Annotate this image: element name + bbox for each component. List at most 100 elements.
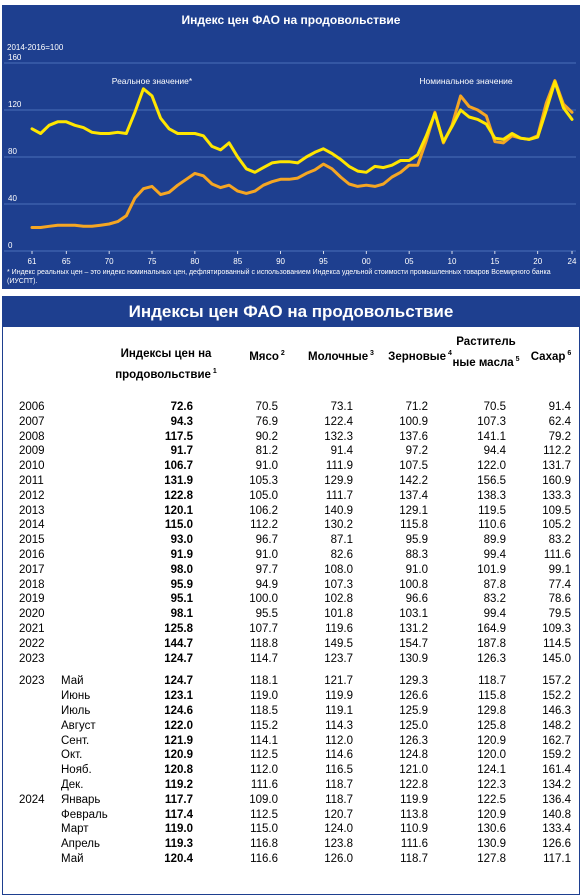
value-cell: 119.9	[325, 690, 353, 703]
value-cell: 91.4	[330, 445, 353, 458]
value-cell: 95.1	[170, 593, 193, 606]
footnote-marker: 3	[368, 350, 374, 357]
table-row: Июль 124.6 118.5 119.1 125.9 129.8 146.3	[3, 704, 579, 718]
value-cell: 134.2	[542, 779, 571, 791]
x-tick-label: 24	[568, 257, 577, 266]
x-tick-label: 10	[448, 257, 457, 266]
year-cell: 2020	[19, 608, 45, 621]
value-cell: 91.0	[405, 563, 428, 576]
series-line-real	[30, 80, 574, 174]
value-cell: 98.0	[170, 563, 193, 576]
value-cell: 111.6	[250, 779, 278, 791]
table-row: 2021 125.8 107.7 119.6 131.2 164.9 109.3	[3, 622, 579, 636]
table-row: 2017 98.0 97.7 108.0 91.0 101.9 99.1	[3, 563, 579, 577]
value-cell: 115.0	[164, 519, 193, 532]
value-cell: 97.7	[255, 563, 278, 576]
value-cell: 91.9	[170, 549, 193, 561]
value-cell: 131.2	[399, 623, 428, 635]
value-cell: 111.6	[400, 838, 428, 851]
value-cell: 114.7	[250, 652, 278, 665]
value-cell: 117.1	[543, 853, 571, 865]
value-cell: 124.6	[164, 705, 193, 717]
value-cell: 115.0	[250, 823, 278, 836]
value-cell: 119.2	[164, 779, 193, 791]
column-header: Молочные 3	[299, 345, 383, 366]
column-header: Мясо 2	[241, 345, 293, 366]
value-cell: 148.2	[542, 719, 571, 732]
table-row: Окт. 120.9 112.5 114.6 124.8 120.0 159.2	[3, 748, 579, 762]
value-cell: 110.9	[400, 823, 428, 836]
x-tick-label: 05	[405, 257, 414, 266]
column-header-label: Молочные	[308, 350, 369, 363]
value-cell: 118.8	[250, 637, 278, 650]
y-tick-label: 80	[8, 147, 17, 156]
value-cell: 103.1	[399, 608, 428, 621]
value-cell: 114.5	[543, 637, 571, 650]
value-cell: 133.3	[542, 489, 571, 502]
year-cell: 2019	[19, 593, 45, 606]
value-cell: 119.3	[164, 838, 193, 851]
value-cell: 121.0	[399, 764, 428, 777]
value-cell: 72.6	[170, 401, 193, 413]
value-cell: 99.4	[483, 549, 506, 561]
chart-title: Индекс цен ФАО на продовольствие	[181, 13, 401, 27]
table-row: 2006 72.6 70.5 73.1 71.2 70.5 91.4	[3, 400, 579, 414]
month-cell: Май	[61, 853, 84, 865]
column-header-label: Раститель ные масла	[452, 336, 516, 369]
value-cell: 126.3	[477, 652, 506, 665]
value-cell: 95.5	[255, 608, 278, 621]
series-label-nominal: Номинальное значение	[419, 76, 513, 86]
value-cell: 105.3	[249, 475, 278, 487]
value-cell: 121.7	[324, 675, 353, 688]
x-tick-label: 80	[190, 257, 199, 266]
value-cell: 119.6	[325, 623, 353, 635]
value-cell: 107.7	[249, 623, 278, 635]
column-header-label: Зерновые	[388, 350, 447, 363]
value-cell: 115.8	[478, 690, 506, 703]
food-price-table: Индексы цен ФАО на продовольствие Индекс…	[2, 296, 580, 895]
value-cell: 124.7	[164, 652, 193, 665]
value-cell: 129.9	[324, 475, 353, 487]
value-cell: 118.7	[325, 793, 353, 806]
x-tick-label: 20	[533, 257, 542, 266]
x-tick-label: 75	[148, 257, 157, 266]
value-cell: 160.9	[542, 475, 571, 487]
year-cell: 2024	[19, 793, 45, 806]
table-row: Февраль 117.4 112.5 120.7 113.8 120.9 140.8	[3, 808, 579, 822]
value-cell: 109.3	[542, 623, 571, 635]
month-cell: Сент.	[61, 734, 90, 747]
footnote-marker: 5	[513, 356, 520, 363]
year-cell: 2017	[19, 563, 45, 576]
value-cell: 124.7	[164, 675, 193, 688]
value-cell: 140.9	[324, 504, 353, 517]
value-cell: 105.2	[542, 519, 571, 532]
value-cell: 159.2	[542, 749, 571, 762]
value-cell: 116.8	[250, 838, 278, 851]
value-cell: 118.7	[478, 675, 506, 688]
value-cell: 120.8	[164, 764, 193, 777]
value-cell: 71.2	[405, 401, 428, 413]
value-cell: 131.9	[164, 475, 193, 487]
value-cell: 124.8	[399, 749, 428, 762]
value-cell: 120.0	[477, 749, 506, 762]
value-cell: 118.5	[250, 705, 278, 717]
value-cell: 154.7	[399, 637, 428, 650]
value-cell: 120.1	[164, 504, 193, 517]
year-cell: 2015	[19, 534, 45, 547]
value-cell: 88.3	[405, 549, 428, 561]
value-cell: 93.0	[170, 534, 193, 547]
value-cell: 119.9	[400, 793, 428, 806]
value-cell: 62.4	[548, 415, 571, 428]
value-cell: 91.7	[170, 445, 193, 458]
year-cell: 2014	[19, 519, 45, 532]
value-cell: 120.9	[477, 808, 506, 821]
value-cell: 110.6	[478, 519, 506, 532]
table-row: Сент. 121.9 114.1 112.0 126.3 120.9 162.7	[3, 734, 579, 748]
value-cell: 112.0	[325, 734, 353, 747]
x-tick-label: 95	[319, 257, 328, 266]
month-cell: Июнь	[61, 690, 91, 703]
column-header-label: Мясо	[249, 350, 279, 363]
x-tick-label: 61	[28, 257, 37, 266]
table-row: 2022 144.7 118.8 149.5 154.7 187.8 114.5	[3, 637, 579, 651]
table-row: Май 120.4 116.6 126.0 118.7 127.8 117.1	[3, 852, 579, 866]
